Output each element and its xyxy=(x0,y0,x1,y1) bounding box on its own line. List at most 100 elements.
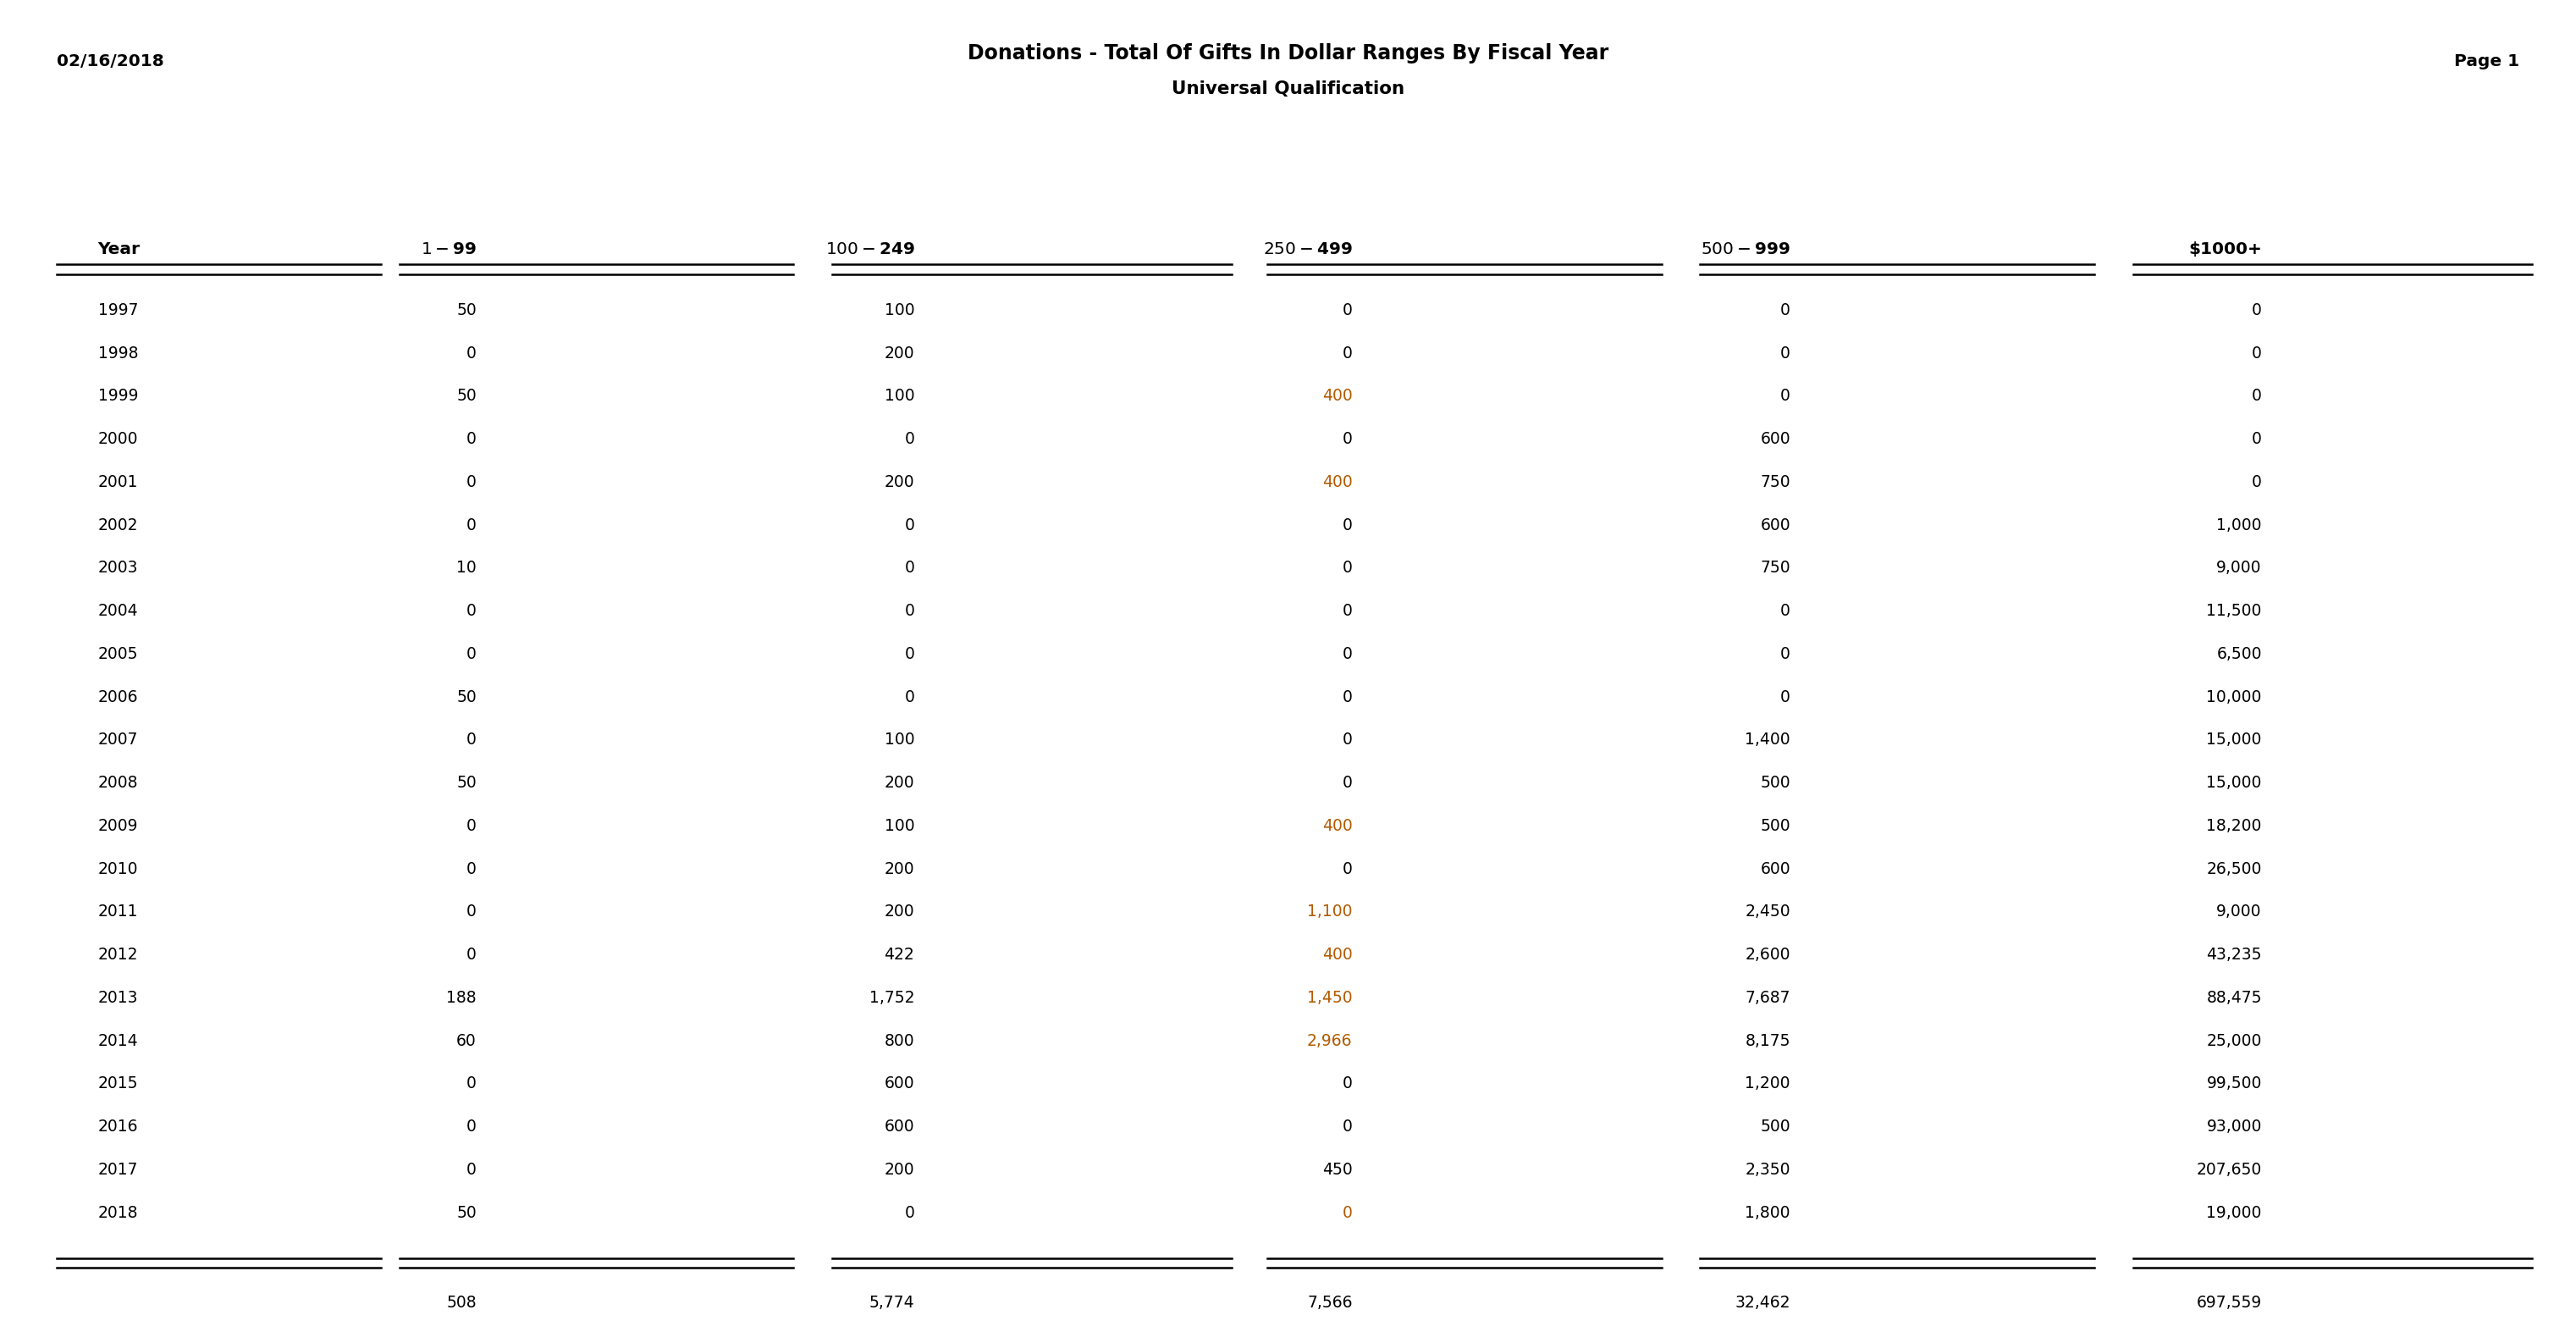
Text: 15,000: 15,000 xyxy=(2208,775,2262,791)
Text: 2000: 2000 xyxy=(98,431,139,447)
Text: 188: 188 xyxy=(446,990,477,1006)
Text: 2011: 2011 xyxy=(98,904,139,920)
Text: 2005: 2005 xyxy=(98,646,139,662)
Text: 600: 600 xyxy=(1759,861,1790,877)
Text: 0: 0 xyxy=(904,603,914,619)
Text: 0: 0 xyxy=(466,474,477,490)
Text: Universal Qualification: Universal Qualification xyxy=(1172,81,1404,98)
Text: 0: 0 xyxy=(466,904,477,920)
Text: 99,500: 99,500 xyxy=(2208,1076,2262,1092)
Text: 0: 0 xyxy=(1342,775,1352,791)
Text: 0: 0 xyxy=(466,646,477,662)
Text: 697,559: 697,559 xyxy=(2197,1295,2262,1311)
Text: 93,000: 93,000 xyxy=(2208,1119,2262,1135)
Text: 1,450: 1,450 xyxy=(1306,990,1352,1006)
Text: 0: 0 xyxy=(2251,302,2262,318)
Text: 2015: 2015 xyxy=(98,1076,139,1092)
Text: 0: 0 xyxy=(466,861,477,877)
Text: 0: 0 xyxy=(2251,474,2262,490)
Text: 100: 100 xyxy=(884,818,914,834)
Text: 750: 750 xyxy=(1759,560,1790,576)
Text: $1 - $99: $1 - $99 xyxy=(420,242,477,258)
Text: 0: 0 xyxy=(1342,560,1352,576)
Text: 32,462: 32,462 xyxy=(1734,1295,1790,1311)
Text: 5,774: 5,774 xyxy=(868,1295,914,1311)
Text: 0: 0 xyxy=(466,345,477,361)
Text: 500: 500 xyxy=(1759,1119,1790,1135)
Text: 8,175: 8,175 xyxy=(1744,1033,1790,1049)
Text: 0: 0 xyxy=(1342,689,1352,705)
Text: 200: 200 xyxy=(884,775,914,791)
Text: 2017: 2017 xyxy=(98,1162,139,1178)
Text: Donations - Total Of Gifts In Dollar Ranges By Fiscal Year: Donations - Total Of Gifts In Dollar Ran… xyxy=(969,43,1607,63)
Text: 1998: 1998 xyxy=(98,345,139,361)
Text: 0: 0 xyxy=(904,646,914,662)
Text: $100 - $249: $100 - $249 xyxy=(824,242,914,258)
Text: 0: 0 xyxy=(904,517,914,533)
Text: 50: 50 xyxy=(456,388,477,404)
Text: 207,650: 207,650 xyxy=(2197,1162,2262,1178)
Text: 0: 0 xyxy=(1342,517,1352,533)
Text: 0: 0 xyxy=(1342,431,1352,447)
Text: 500: 500 xyxy=(1759,818,1790,834)
Text: 88,475: 88,475 xyxy=(2205,990,2262,1006)
Text: 200: 200 xyxy=(884,904,914,920)
Text: 2006: 2006 xyxy=(98,689,139,705)
Text: 200: 200 xyxy=(884,861,914,877)
Text: 2,966: 2,966 xyxy=(1306,1033,1352,1049)
Text: 1,800: 1,800 xyxy=(1744,1205,1790,1221)
Text: 0: 0 xyxy=(466,818,477,834)
Text: 0: 0 xyxy=(466,603,477,619)
Text: 2018: 2018 xyxy=(98,1205,139,1221)
Text: 0: 0 xyxy=(1342,1076,1352,1092)
Text: 0: 0 xyxy=(466,947,477,963)
Text: 0: 0 xyxy=(466,517,477,533)
Text: 1999: 1999 xyxy=(98,388,139,404)
Text: Year: Year xyxy=(98,242,139,258)
Text: 0: 0 xyxy=(466,1162,477,1178)
Text: $500 - $999: $500 - $999 xyxy=(1700,242,1790,258)
Text: 0: 0 xyxy=(1780,689,1790,705)
Text: 2,350: 2,350 xyxy=(1744,1162,1790,1178)
Text: 0: 0 xyxy=(904,1205,914,1221)
Text: 0: 0 xyxy=(1342,603,1352,619)
Text: 15,000: 15,000 xyxy=(2208,732,2262,748)
Text: 0: 0 xyxy=(1342,861,1352,877)
Text: 1,752: 1,752 xyxy=(868,990,914,1006)
Text: 400: 400 xyxy=(1321,818,1352,834)
Text: 1,100: 1,100 xyxy=(1306,904,1352,920)
Text: 50: 50 xyxy=(456,1205,477,1221)
Text: 0: 0 xyxy=(904,689,914,705)
Text: 2009: 2009 xyxy=(98,818,139,834)
Text: 600: 600 xyxy=(1759,431,1790,447)
Text: 26,500: 26,500 xyxy=(2208,861,2262,877)
Text: 50: 50 xyxy=(456,775,477,791)
Text: $1000+: $1000+ xyxy=(2187,242,2262,258)
Text: 200: 200 xyxy=(884,474,914,490)
Text: 60: 60 xyxy=(456,1033,477,1049)
Text: 100: 100 xyxy=(884,732,914,748)
Text: 400: 400 xyxy=(1321,947,1352,963)
Text: 50: 50 xyxy=(456,689,477,705)
Text: 2002: 2002 xyxy=(98,517,139,533)
Text: 1,400: 1,400 xyxy=(1744,732,1790,748)
Text: 0: 0 xyxy=(1342,302,1352,318)
Text: 422: 422 xyxy=(884,947,914,963)
Text: 2004: 2004 xyxy=(98,603,139,619)
Text: 750: 750 xyxy=(1759,474,1790,490)
Text: 2003: 2003 xyxy=(98,560,139,576)
Text: 0: 0 xyxy=(1780,345,1790,361)
Text: 600: 600 xyxy=(884,1076,914,1092)
Text: 1,000: 1,000 xyxy=(2215,517,2262,533)
Text: Page 1: Page 1 xyxy=(2455,54,2519,70)
Text: 400: 400 xyxy=(1321,474,1352,490)
Text: 100: 100 xyxy=(884,388,914,404)
Text: 0: 0 xyxy=(904,431,914,447)
Text: 0: 0 xyxy=(466,1119,477,1135)
Text: 6,500: 6,500 xyxy=(2215,646,2262,662)
Text: 0: 0 xyxy=(1780,302,1790,318)
Text: 0: 0 xyxy=(466,1076,477,1092)
Text: 0: 0 xyxy=(2251,431,2262,447)
Text: 100: 100 xyxy=(884,302,914,318)
Text: 0: 0 xyxy=(2251,388,2262,404)
